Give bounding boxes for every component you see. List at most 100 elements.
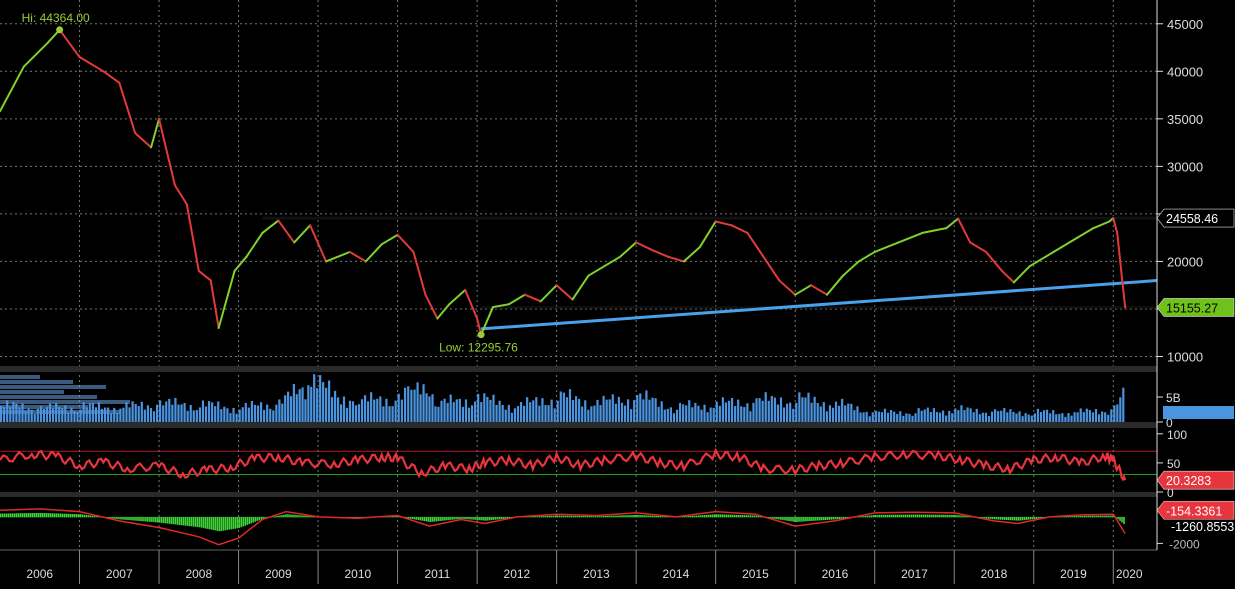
- macd-histogram-bar: [457, 516, 459, 520]
- macd-histogram-bar: [206, 516, 209, 529]
- macd-histogram-bar: [135, 516, 137, 521]
- macd-histogram-bar: [817, 516, 819, 521]
- macd-histogram-bar: [51, 513, 54, 518]
- macd-histogram-bar: [574, 515, 577, 518]
- macd-histogram-bar: [1019, 516, 1022, 521]
- volume-bar: [510, 412, 513, 422]
- macd-histogram-bar: [425, 516, 428, 522]
- volume-profile-bar: [0, 380, 73, 384]
- volume-bar: [301, 387, 304, 422]
- volume-bar: [532, 400, 535, 422]
- volume-bar: [792, 408, 795, 422]
- macd-histogram-bar: [312, 516, 314, 518]
- volume-bar: [672, 413, 676, 422]
- volume-bar: [1097, 414, 1101, 422]
- volume-bar: [620, 402, 624, 422]
- volume-bar: [966, 407, 969, 422]
- price-segment: [969, 241, 988, 253]
- macd-histogram-bar: [155, 516, 157, 523]
- volume-bar: [1024, 413, 1027, 422]
- macd-histogram-bar: [805, 516, 807, 522]
- macd-histogram-bar: [1085, 515, 1088, 518]
- volume-bar: [328, 380, 331, 422]
- macd-histogram-bar: [707, 514, 710, 518]
- volume-bar: [981, 412, 984, 422]
- macd-histogram-bar: [1099, 515, 1101, 518]
- volume-bar: [789, 402, 792, 422]
- macd-histogram-bar: [196, 516, 199, 528]
- macd-histogram-bar: [282, 514, 284, 518]
- macd-histogram-bar: [608, 515, 610, 518]
- volume-bar: [957, 410, 960, 422]
- volume-bar: [948, 410, 951, 422]
- macd-histogram-bar: [1037, 516, 1040, 519]
- macd-histogram-bar: [882, 514, 885, 518]
- macd-histogram-bar: [582, 515, 585, 518]
- volume-bar: [452, 402, 455, 422]
- volume-bar: [440, 400, 443, 422]
- volume-bar: [657, 406, 660, 422]
- macd-histogram-bar: [256, 516, 259, 522]
- macd-histogram-bar: [212, 516, 215, 531]
- volume-bar: [382, 406, 385, 422]
- volume-bar: [550, 399, 553, 422]
- price-segment: [873, 241, 900, 253]
- volume-bar: [642, 399, 645, 422]
- last-price-tag: 24558.46: [1156, 208, 1235, 228]
- volume-bar: [67, 412, 70, 422]
- macd-histogram-bar: [89, 515, 92, 518]
- volume-bar: [865, 411, 868, 422]
- macd-histogram-bar: [1095, 515, 1097, 518]
- volume-bar: [477, 393, 480, 422]
- macd-histogram-bar: [258, 516, 261, 521]
- volume-bar: [1012, 411, 1015, 422]
- volume-bar: [767, 400, 770, 422]
- macd-histogram-bar: [948, 514, 950, 518]
- macd-histogram-bar: [648, 515, 650, 518]
- volume-bar: [437, 406, 440, 422]
- macd-histogram-bar: [429, 516, 432, 523]
- macd-histogram-bar: [886, 514, 889, 518]
- price-segment: [762, 255, 781, 282]
- volume-bar: [325, 387, 328, 422]
- macd-histogram-bar: [695, 515, 698, 518]
- volume-bar: [70, 407, 73, 422]
- volume-bar: [76, 412, 79, 422]
- macd-histogram-bar: [755, 515, 758, 518]
- macd-histogram-bar: [65, 513, 68, 518]
- volume-bar: [761, 400, 764, 422]
- rsi-last-tag: 20.3283: [1156, 470, 1235, 490]
- volume-bar: [535, 397, 538, 422]
- macd-histogram-bar: [687, 516, 690, 518]
- macd-histogram-bar: [636, 514, 638, 518]
- macd-histogram-bar: [936, 514, 938, 518]
- macd-signal-tag: -154.3361: [1156, 500, 1235, 520]
- volume-bar: [6, 400, 9, 422]
- macd-histogram-bar: [556, 515, 559, 518]
- price-segment: [1012, 265, 1031, 284]
- macd-histogram-bar: [55, 513, 58, 518]
- volume-bar: [266, 404, 269, 422]
- macd-histogram-bar: [956, 515, 958, 518]
- volume-bar: [556, 400, 559, 422]
- macd-histogram-bar: [0, 513, 2, 518]
- volume-bar: [963, 410, 966, 422]
- volume-bar: [691, 407, 694, 422]
- macd-histogram-bar: [709, 514, 712, 518]
- volume-bar: [504, 409, 507, 422]
- price-segment: [209, 279, 220, 329]
- macd-histogram-bar: [1063, 516, 1066, 518]
- volume-bar: [336, 397, 340, 422]
- macd-histogram-bar: [232, 516, 235, 529]
- price-tick-label: 40000: [1167, 64, 1203, 79]
- macd-histogram-bar: [308, 516, 310, 518]
- macd-histogram-bar: [172, 516, 175, 525]
- volume-bar: [675, 409, 679, 422]
- volume-bar: [413, 389, 416, 422]
- macd-histogram-bar: [986, 516, 988, 519]
- price-segment: [682, 246, 701, 263]
- price-segment: [539, 284, 558, 303]
- volume-bar: [902, 415, 905, 422]
- hi-label: Hi: 44364.00: [22, 11, 90, 25]
- macd-histogram-bar: [1065, 516, 1068, 518]
